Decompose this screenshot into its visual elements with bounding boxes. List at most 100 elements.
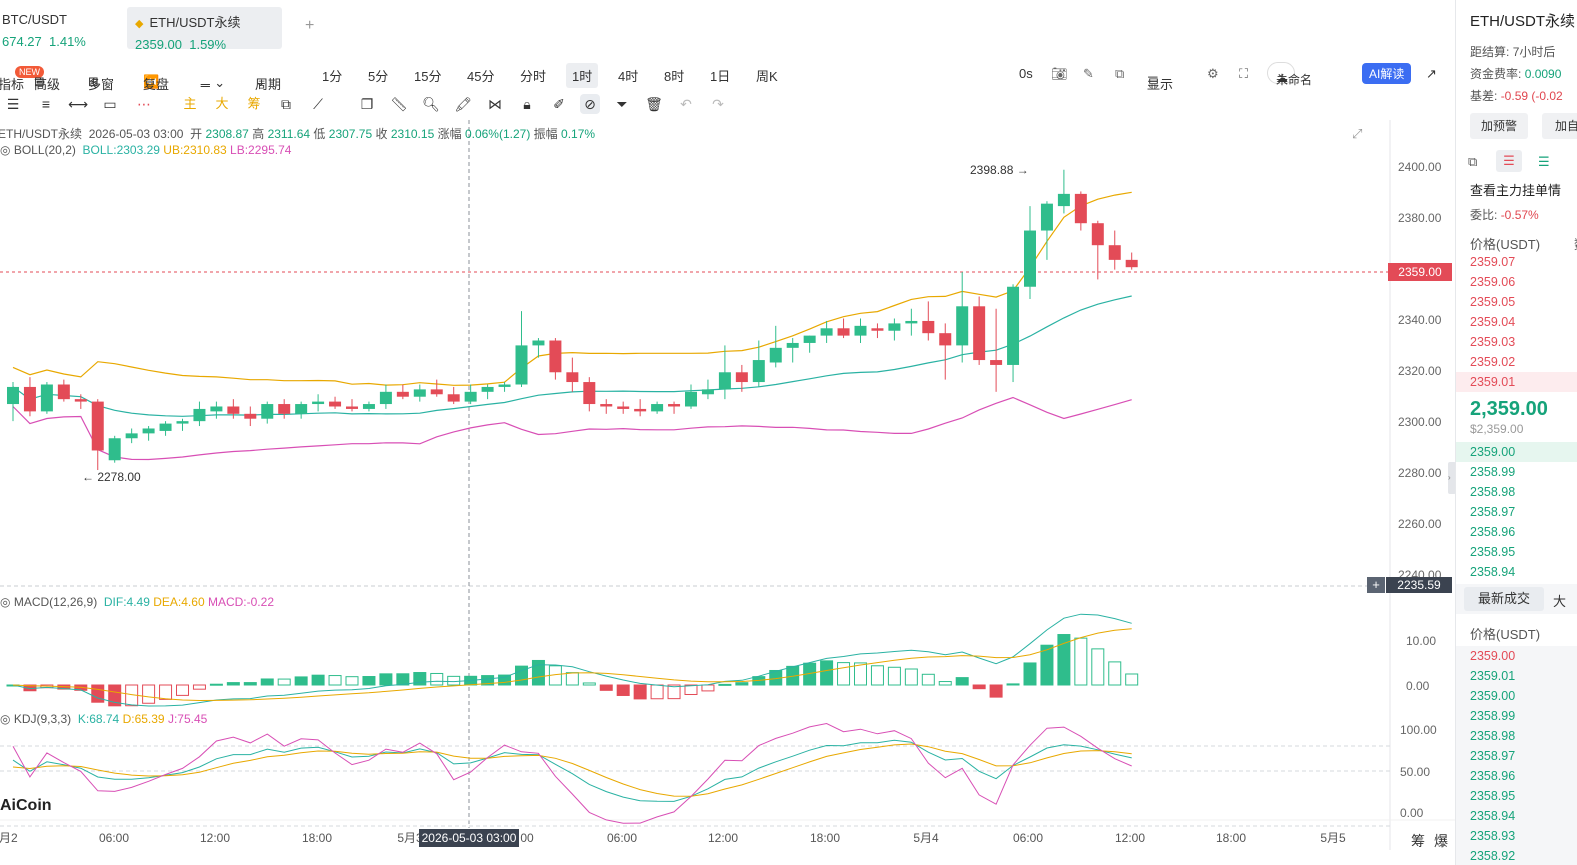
open-window-icon[interactable]: ⧉ [1468, 154, 1478, 169]
macd-bar [142, 684, 156, 704]
expand-icon[interactable]: ⤢ [1352, 126, 1363, 141]
candle-body [651, 404, 664, 412]
interval-1h[interactable]: 1时 [566, 63, 599, 88]
chips-toggle[interactable]: 筹 [247, 96, 261, 111]
trade-row: 2358.94 [1456, 806, 1577, 826]
orderbook-bids-icon[interactable]: ☰ [1538, 154, 1550, 169]
ask-row[interactable]: 2359.05 [1470, 295, 1516, 309]
bid-row[interactable]: 2358.94 [1470, 565, 1516, 579]
big-trades-tab[interactable]: 大 [1553, 594, 1567, 609]
undo-icon[interactable]: ↶ [680, 96, 692, 112]
tab-btc-usdt[interactable]: BTC/USDT 674.27 1.41% [2, 12, 86, 49]
candle-body [634, 408, 647, 412]
bid-row[interactable]: 2358.95 [1470, 545, 1516, 559]
ask-row[interactable]: 2359.03 [1470, 335, 1516, 349]
burst-icon[interactable]: 爆 [1434, 833, 1448, 849]
candle-body [888, 323, 901, 331]
min-price-label: ← 2278.00 [82, 470, 141, 484]
amount-header: 数 [1574, 234, 1577, 253]
pen-icon[interactable]: ✎ [1083, 66, 1094, 81]
bid-row[interactable]: 2358.99 [1470, 465, 1516, 479]
ask-row[interactable]: 2359.06 [1470, 275, 1516, 289]
candle-body [108, 438, 121, 461]
lock-icon[interactable]: 🔒︎ [523, 96, 531, 112]
orderbook-both-icon[interactable]: ☰ [1496, 150, 1522, 172]
add-tab-button[interactable]: + [305, 17, 315, 34]
interval-45m[interactable]: 45分 [467, 69, 495, 84]
redo-icon[interactable]: ↷ [712, 96, 724, 112]
macd-bar [40, 684, 54, 689]
interval-1m[interactable]: 1分 [322, 69, 343, 84]
bid-row[interactable]: 2358.96 [1470, 525, 1516, 539]
macd-bar [769, 669, 783, 686]
settings-icon[interactable]: ⚙ [1207, 66, 1219, 81]
main-indicator-toggle[interactable]: 主 [183, 96, 197, 111]
eye-icon[interactable]: ◎ [0, 712, 11, 726]
macd-bar [464, 675, 478, 686]
camera-icon[interactable]: 📷︎ [1051, 66, 1068, 81]
bid-row[interactable]: 2358.97 [1470, 505, 1516, 519]
interval-15m[interactable]: 15分 [414, 69, 442, 84]
eye-icon[interactable]: ◎ [0, 595, 11, 609]
ask-row[interactable]: 2359.02 [1470, 355, 1516, 369]
y-tick-label: 2320.00 [1398, 364, 1442, 378]
plus-icon[interactable]: + [1367, 577, 1385, 593]
trades-tabs: 最新成交 大 [1456, 584, 1577, 614]
ask-row[interactable]: 2359.07 [1470, 255, 1516, 269]
bid-row[interactable]: 2359.00 [1456, 442, 1577, 462]
ask-row[interactable]: 2359.04 [1470, 315, 1516, 329]
macd-bar [752, 676, 766, 686]
share-icon[interactable]: ⧉ [1115, 66, 1125, 81]
interval-timeshare[interactable]: 分时 [520, 69, 547, 84]
depth-title[interactable]: 查看主力挂单情 [1470, 183, 1562, 198]
external-share-icon[interactable]: ↗ [1426, 66, 1437, 81]
macd-bar [6, 684, 20, 687]
ask-row[interactable]: 2359.01 [1456, 372, 1577, 392]
x-tick-label: 12:00 [708, 831, 738, 845]
compare-icon[interactable]: ⧉ [281, 96, 291, 112]
interval-5m[interactable]: 5分 [368, 69, 389, 84]
bid-row[interactable]: 2358.98 [1470, 485, 1516, 499]
horizontal-lines-icon[interactable]: ≡ [41, 96, 51, 112]
kdj-tick-label: 50.00 [1400, 765, 1430, 779]
trend-icon[interactable]: ⟋ [313, 96, 323, 112]
macd-bar [972, 684, 986, 690]
interval-1d[interactable]: 1日 [710, 69, 731, 84]
collapse-panel-handle[interactable]: › [1448, 462, 1456, 494]
dotted-line-icon[interactable]: ⋯ [137, 96, 151, 112]
trash-icon[interactable]: 🗑︎ [645, 96, 663, 112]
candle-body [922, 320, 935, 334]
highlighter-icon[interactable]: 🖍︎ [454, 96, 472, 112]
layout-dropdown[interactable]: ☁ 未命名 ⌄ [1267, 62, 1312, 87]
interval-4h[interactable]: 4时 [618, 69, 639, 84]
filter-icon[interactable]: ⏷ [616, 96, 628, 112]
zoom-in-icon[interactable]: 🔍︎ [422, 96, 440, 112]
candle-body [939, 333, 952, 346]
ai-interpret-button[interactable]: AI解读 [1362, 63, 1412, 84]
copy-icon[interactable]: ❐ [360, 96, 374, 112]
big-order-toggle[interactable]: 大 [215, 96, 229, 111]
macd-bar [921, 673, 935, 686]
interval-8h[interactable]: 8时 [664, 69, 685, 84]
tab-eth-usdt-perp[interactable]: ◆ ETH/USDT永续 2359.00 1.59% [127, 7, 282, 52]
candle-body [956, 306, 969, 346]
latest-trades-tab[interactable]: 最新成交 [1464, 587, 1544, 611]
fullscreen-icon[interactable]: ⛶ [1239, 66, 1249, 81]
trade-row: 2358.98 [1456, 726, 1577, 746]
magnet-icon[interactable]: ⋈ [488, 96, 502, 112]
ruler-icon[interactable]: 📏︎ [390, 96, 408, 112]
interval-1w[interactable]: 周K [756, 69, 778, 84]
eye-icon[interactable]: ◎ [0, 143, 11, 157]
menu-icon[interactable]: ☰ [6, 96, 20, 112]
macd-bar [311, 674, 325, 686]
x-tick-label: 5月4 [913, 831, 939, 845]
edit-icon[interactable]: ✐ [553, 96, 565, 112]
segment-icon[interactable]: ⟷ [68, 96, 89, 112]
add-alert-button[interactable]: 加预警 [1470, 113, 1528, 139]
trade-row: 2358.92 [1456, 846, 1577, 865]
chevron-down-icon: ⌄ [255, 74, 266, 89]
chips-icon[interactable]: 筹 [1411, 833, 1425, 849]
link-icon[interactable]: ⊘ [580, 94, 600, 114]
add-watchlist-button[interactable]: 加自 [1542, 113, 1577, 139]
rectangle-icon[interactable]: ▭ [103, 96, 117, 112]
